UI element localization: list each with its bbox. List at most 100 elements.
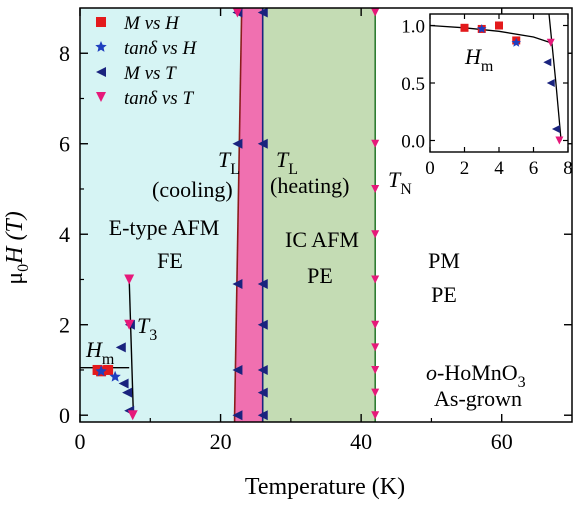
inset-x-tick-label: 4 <box>494 158 504 179</box>
phase-regions <box>80 8 376 422</box>
region-eafm-line2: FE <box>157 248 183 273</box>
inset-point-square <box>495 21 503 30</box>
legend-entry-label: M vs T <box>123 63 177 84</box>
inset-frame <box>429 13 569 153</box>
point-triangle-left <box>232 279 243 289</box>
inset-hm-label: Hm <box>464 44 494 75</box>
svg-text:μ0H (T): μ0H (T) <box>2 211 32 285</box>
point-triangle-down <box>124 319 135 330</box>
inset-point-triangle-left <box>546 79 555 87</box>
inset-x-tick-label: 6 <box>529 158 539 179</box>
point-triangle-left <box>115 342 126 353</box>
x-tick-label: 0 <box>75 429 86 454</box>
legend-marker-star <box>95 41 107 52</box>
region-ic-afm <box>262 8 376 422</box>
region-etype-afm <box>80 8 242 422</box>
point-triangle-down <box>371 320 380 329</box>
legend-marker-square <box>96 17 106 27</box>
phase-boundaries <box>80 7 377 422</box>
tl-cooling-note: (cooling) <box>152 177 233 202</box>
y-tick-label: 6 <box>59 132 70 157</box>
legend-entry-label: tanδ vs T <box>124 88 194 109</box>
point-triangle-down <box>371 343 380 352</box>
point-star <box>109 370 121 382</box>
point-triangle-left <box>118 378 129 389</box>
y-tick-label: 8 <box>59 41 70 66</box>
hm-label: Hm <box>85 337 115 368</box>
point-triangle-down <box>371 184 380 193</box>
legend-marker-triangle-down <box>96 92 106 102</box>
data-markers <box>92 7 380 421</box>
point-triangle-left <box>257 364 268 375</box>
y-tick-label: 2 <box>59 313 70 338</box>
point-triangle-down <box>371 411 380 420</box>
y-axis-label: μ0H (T) <box>2 211 32 285</box>
sample-note: As-grown <box>434 386 522 411</box>
inset-point-square <box>460 23 469 32</box>
y-axis-label-prefix: μ <box>2 272 28 285</box>
tl-cooling-label: TL <box>218 147 240 178</box>
inset-point-triangle-down <box>546 38 555 47</box>
inset-point-star <box>511 37 521 47</box>
point-triangle-down <box>371 388 380 397</box>
sample-name: o-HoMnO3 <box>426 360 526 391</box>
point-triangle-down <box>371 365 380 374</box>
point-star <box>95 365 107 377</box>
tl-cooling-line <box>233 7 243 416</box>
tn-label: TN <box>388 167 412 198</box>
point-triangle-left <box>257 279 268 289</box>
point-square <box>103 364 114 375</box>
inset-x-tick-label: 8 <box>563 158 573 179</box>
point-triangle-left <box>257 410 268 421</box>
inset-t3-curve <box>548 13 562 141</box>
point-triangle-down <box>371 275 380 284</box>
region-pm-line1: PM <box>428 248 460 273</box>
point-triangle-left <box>122 387 133 398</box>
point-triangle-left <box>257 319 268 330</box>
main-axes: 0 20 40 60 0 2 4 6 8 <box>59 7 573 454</box>
inset-y-tick-label: 0.5 <box>401 74 425 95</box>
y-tick-label: 4 <box>59 222 70 247</box>
legend-entry-label: M vs H <box>123 13 180 34</box>
point-triangle-down <box>371 230 380 239</box>
annotations: TL (cooling) TL (heating) TN T3 Hm E-typ… <box>85 147 526 411</box>
x-tick-label: 20 <box>210 429 232 454</box>
tl-heating-label: TL <box>276 147 298 178</box>
point-triangle-down <box>371 139 380 148</box>
inset-x-tick-label: 0 <box>425 158 435 179</box>
inset-y-tick-label: 0.0 <box>401 132 425 153</box>
point-triangle-left <box>257 138 268 149</box>
y-axis-label-main: H (T) <box>2 211 28 265</box>
tl-heating-note: (heating) <box>270 173 349 198</box>
x-axis-label: Temperature (K) <box>245 474 405 500</box>
legend-marker-triangle-left <box>96 67 106 77</box>
plot-frame <box>79 7 573 423</box>
region-transition-band <box>234 8 263 422</box>
point-triangle-left <box>232 364 243 375</box>
y-axis-label-sub: 0 <box>15 264 32 272</box>
point-triangle-down <box>127 410 138 421</box>
region-eafm-line1: E-type AFM <box>109 215 220 240</box>
x-tick-label: 40 <box>350 429 372 454</box>
legend-entry-label: tanδ vs H <box>124 38 197 59</box>
t3-label: T3 <box>137 313 157 344</box>
point-triangle-down <box>232 7 243 18</box>
inset-hm-curve <box>429 24 552 44</box>
region-icafm-line1: IC AFM <box>285 227 359 252</box>
inset-x-tick-label: 2 <box>460 158 470 179</box>
x-tick-label: 60 <box>491 429 513 454</box>
region-icafm-line2: PE <box>307 263 333 288</box>
t3-line <box>128 279 135 416</box>
point-triangle-down <box>371 8 380 17</box>
inset-point-triangle-left <box>551 125 560 133</box>
point-triangle-left <box>232 410 243 421</box>
point-triangle-left <box>232 138 243 149</box>
inset-y-tick-label: 1.0 <box>401 17 425 38</box>
point-triangle-left <box>257 7 268 18</box>
point-triangle-left <box>257 387 268 398</box>
point-triangle-down <box>124 274 135 285</box>
inset-point-star <box>477 24 487 33</box>
inset-point-triangle-down <box>555 136 564 145</box>
inset-plot: 0 2 4 6 8 0.0 0.5 1.0 <box>401 13 573 179</box>
